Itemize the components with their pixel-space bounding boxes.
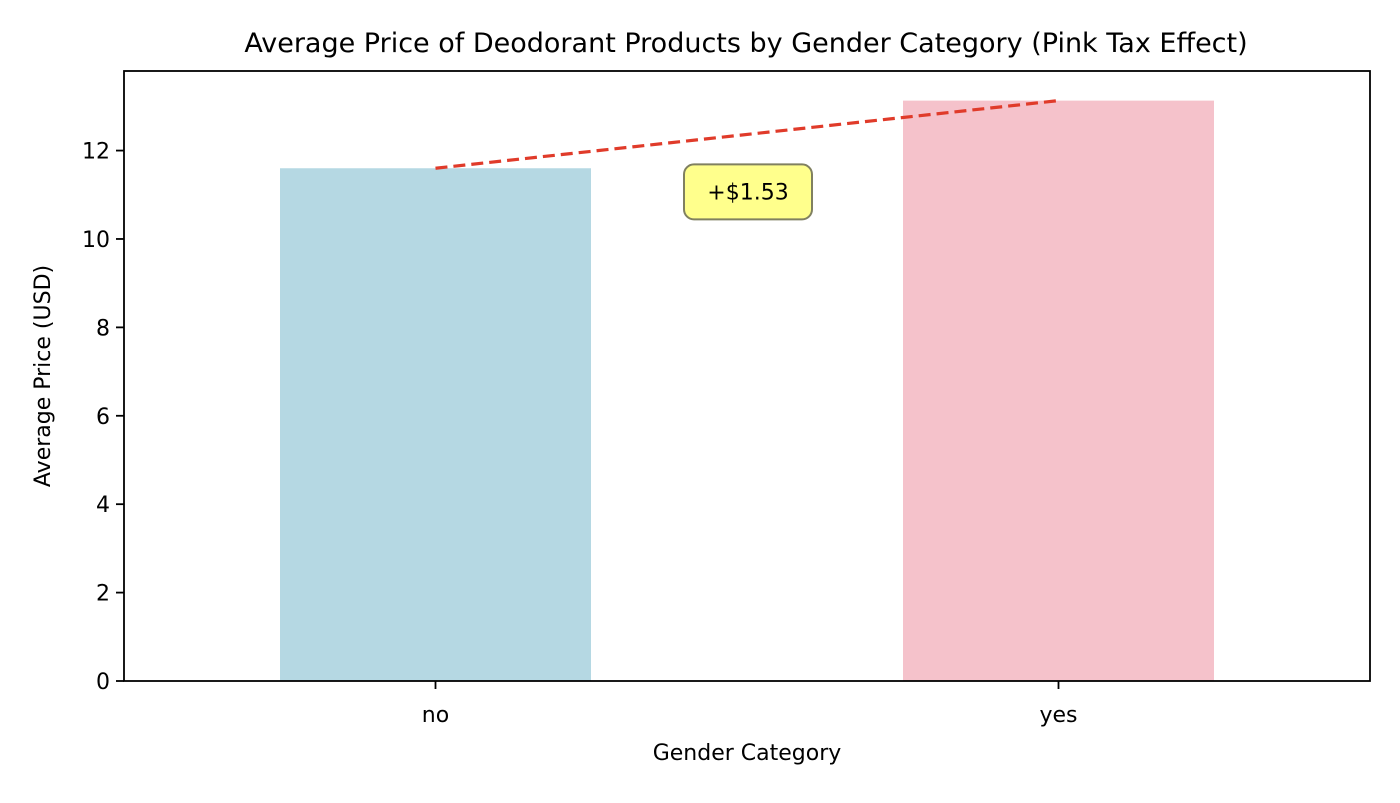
y-tick-label: 8 (96, 316, 110, 341)
y-tick-label: 10 (82, 228, 110, 253)
bar-yes (903, 100, 1214, 681)
bar-no (280, 168, 591, 681)
y-tick-label: 2 (96, 582, 110, 607)
trend-layer (435, 99, 1059, 170)
trend-line (435, 99, 1059, 170)
y-tick-label: 6 (96, 405, 110, 430)
plot-frame (123, 70, 1371, 682)
x-axis: no yes (422, 681, 1078, 728)
x-tick-label: no (422, 703, 449, 728)
annotation-layer: +$1.53 (683, 163, 813, 221)
annotation-text: +$1.53 (707, 180, 788, 205)
y-tick-label: 4 (96, 493, 110, 518)
y-tick-label: 12 (82, 140, 110, 165)
x-tick-label: yes (1039, 703, 1077, 728)
annotation-box (683, 163, 813, 221)
y-axis-label: Average Price (USD) (31, 265, 56, 487)
bars-layer (280, 100, 1214, 681)
y-axis: 0 2 4 6 8 10 12 (82, 140, 124, 695)
y-tick-label: 0 (96, 670, 110, 695)
x-axis-label: Gender Category (653, 741, 842, 766)
chart-title: Average Price of Deodorant Products by G… (244, 28, 1247, 59)
